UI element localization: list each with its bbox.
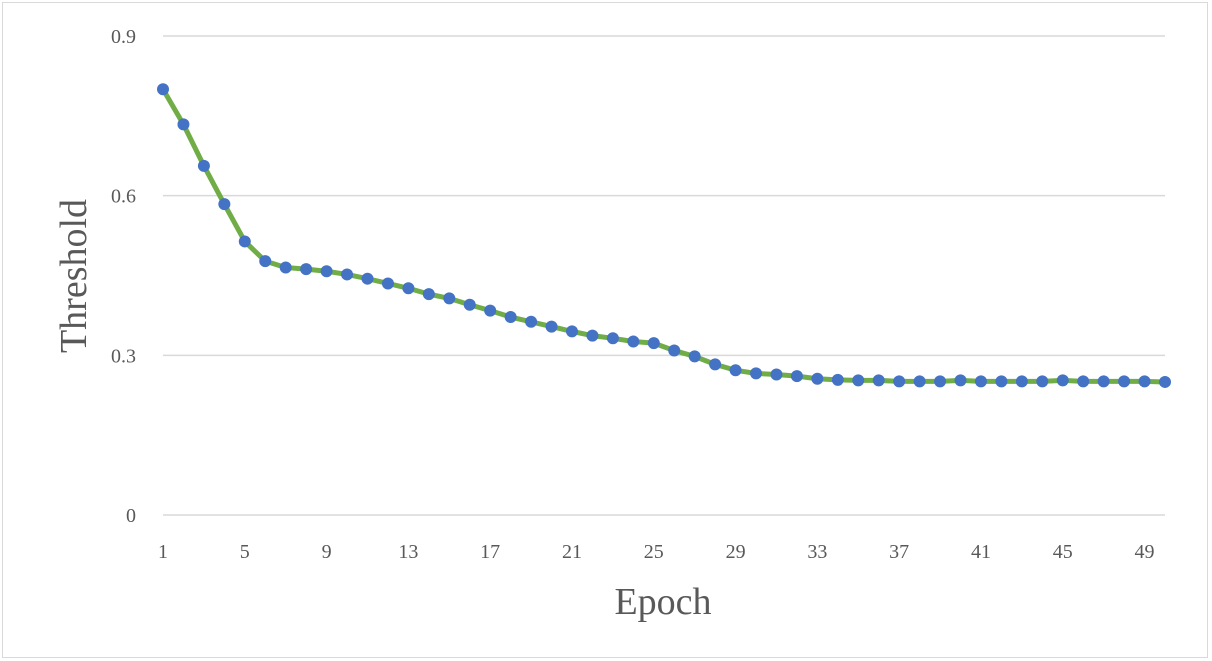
data-point	[1118, 375, 1131, 388]
data-point	[197, 159, 210, 172]
data-point	[361, 272, 374, 285]
series-line	[160, 86, 1168, 385]
data-point	[259, 255, 272, 268]
data-point	[422, 288, 435, 301]
x-tick-labels: 1 5 9 13 17 21 25 29 33 37 41 45 49	[158, 541, 1155, 563]
data-point	[790, 370, 803, 383]
data-point	[586, 329, 599, 342]
x-tick-label: 29	[726, 541, 746, 563]
y-tick-label: 0.9	[111, 26, 136, 48]
data-point	[218, 198, 231, 211]
data-point	[463, 298, 476, 311]
data-point	[1097, 375, 1110, 388]
data-point	[484, 304, 497, 317]
data-point	[238, 235, 251, 248]
data-point	[852, 374, 865, 387]
data-point	[320, 265, 333, 278]
data-point	[341, 268, 354, 281]
x-tick-label: 13	[398, 541, 418, 563]
data-point	[565, 325, 578, 338]
data-point	[157, 83, 169, 96]
data-point	[300, 263, 313, 276]
x-tick-label: 25	[644, 541, 664, 563]
data-point	[893, 375, 906, 388]
data-point	[177, 118, 190, 131]
data-point	[1036, 375, 1049, 388]
y-axis-title: Threshold	[53, 199, 95, 353]
y-tick-label: 0.3	[111, 345, 136, 367]
data-point	[1077, 375, 1090, 388]
data-point	[402, 282, 415, 295]
x-tick-label: 49	[1135, 541, 1155, 563]
data-point	[1138, 375, 1151, 388]
data-point	[729, 364, 742, 377]
x-tick-label: 37	[889, 541, 909, 563]
x-tick-label: 9	[322, 541, 332, 563]
data-point	[279, 261, 292, 274]
data-point	[750, 367, 763, 380]
data-point	[381, 277, 394, 290]
data-point	[443, 292, 456, 305]
data-point	[811, 372, 824, 385]
data-point	[627, 335, 640, 348]
data-point	[709, 358, 722, 371]
data-point	[545, 320, 558, 333]
x-tick-label: 41	[971, 541, 991, 563]
x-axis-title: Epoch	[614, 581, 711, 623]
x-tick-label: 33	[807, 541, 827, 563]
x-tick-label: 17	[480, 541, 500, 563]
x-tick-label: 45	[1053, 541, 1073, 563]
data-point	[606, 332, 619, 345]
data-point	[525, 315, 538, 328]
data-points	[157, 83, 1171, 388]
data-point	[913, 375, 926, 388]
data-point	[1015, 375, 1028, 388]
data-point	[995, 375, 1008, 388]
data-point	[668, 344, 681, 357]
x-tick-label: 21	[562, 541, 582, 563]
data-point	[647, 337, 660, 350]
x-tick-label: 5	[240, 541, 250, 563]
data-point	[504, 311, 517, 324]
data-point	[770, 368, 783, 381]
data-point	[974, 375, 987, 388]
data-point	[831, 373, 844, 386]
data-point	[1056, 374, 1069, 387]
data-point	[954, 374, 967, 387]
data-point	[872, 374, 885, 387]
x-tick-label: 1	[158, 541, 168, 563]
data-point	[688, 350, 701, 363]
y-tick-labels: 0 0.3 0.6 0.9	[111, 26, 136, 527]
gridlines	[163, 35, 1165, 516]
y-tick-label: 0	[126, 505, 136, 527]
data-point	[934, 375, 947, 388]
y-tick-label: 0.6	[111, 186, 136, 208]
data-point	[1159, 375, 1171, 388]
